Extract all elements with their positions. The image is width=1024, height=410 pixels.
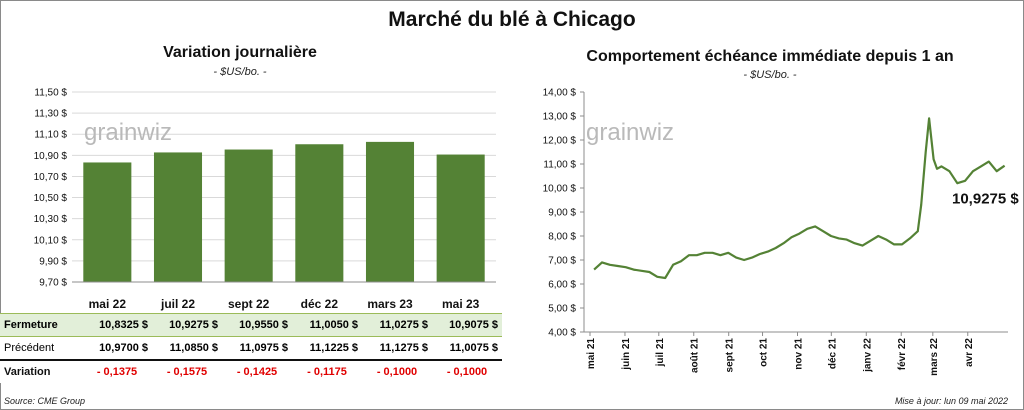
watermark-logo: grainwiz bbox=[84, 119, 172, 146]
y-tick-label: 10,00 $ bbox=[543, 184, 577, 195]
table-cell: 10,9275 $ bbox=[152, 313, 222, 337]
x-tick-label: déc 21 bbox=[827, 338, 838, 370]
y-tick-label: 10,50 $ bbox=[34, 193, 68, 204]
table-cell: 10,9700 $ bbox=[82, 336, 152, 360]
y-tick-label: 11,10 $ bbox=[34, 130, 67, 141]
table-cell: 10,9550 $ bbox=[222, 313, 292, 337]
y-tick-label: 10,10 $ bbox=[34, 235, 68, 246]
left-chart-title: Variation journalière bbox=[163, 44, 317, 61]
x-tick-label: sept 22 bbox=[228, 297, 270, 311]
bar bbox=[83, 162, 132, 282]
y-tick-label: 10,30 $ bbox=[34, 214, 68, 225]
y-tick-label: 10,90 $ bbox=[34, 151, 68, 162]
y-tick-label: 7,00 $ bbox=[548, 256, 576, 267]
table-cell: 10,9075 $ bbox=[432, 313, 502, 337]
left-chart-unit: - $US/bo. - bbox=[213, 66, 267, 78]
updated-note: Mise à jour: lun 09 mai 2022 bbox=[894, 396, 1008, 406]
x-tick-label: oct 21 bbox=[759, 338, 770, 367]
bar bbox=[224, 149, 273, 282]
table-cell: 11,0275 $ bbox=[362, 313, 432, 337]
y-tick-label: 5,00 $ bbox=[548, 304, 576, 315]
last-value-label: 10,9275 $ bbox=[952, 191, 1019, 208]
x-tick-label: mai 22 bbox=[89, 297, 127, 311]
y-tick-label: 10,70 $ bbox=[34, 172, 68, 183]
y-tick-label: 11,30 $ bbox=[34, 109, 67, 120]
table-cell: 11,0050 $ bbox=[292, 313, 362, 337]
y-tick-label: 9,00 $ bbox=[548, 208, 576, 219]
right-chart-title: Comportement échéance immédiate depuis 1… bbox=[586, 48, 954, 65]
table-cell: - 0,1175 bbox=[292, 359, 362, 383]
x-tick-label: nov 21 bbox=[793, 338, 804, 370]
watermark-logo: grainwiz bbox=[586, 119, 674, 146]
right-chart-unit: - $US/bo. - bbox=[743, 69, 797, 81]
table-cell: 10,8325 $ bbox=[82, 313, 152, 337]
row-label: Fermeture bbox=[0, 313, 82, 337]
table-cell: 11,0975 $ bbox=[222, 336, 292, 360]
y-tick-label: 11,00 $ bbox=[543, 160, 576, 171]
x-tick-label: févr 22 bbox=[897, 338, 908, 371]
table-cell: 11,0075 $ bbox=[432, 336, 502, 360]
bar bbox=[436, 154, 485, 282]
x-tick-label: août 21 bbox=[690, 338, 701, 373]
y-tick-label: 6,00 $ bbox=[548, 280, 576, 291]
y-tick-label: 13,00 $ bbox=[543, 112, 577, 123]
bar bbox=[153, 152, 203, 282]
main-title: Marché du blé à Chicago bbox=[388, 8, 636, 31]
y-tick-label: 12,00 $ bbox=[543, 136, 577, 147]
source-note: Source: CME Group bbox=[4, 396, 86, 406]
bar bbox=[295, 144, 344, 282]
table-row-close: Fermeture 10,8325 $10,9275 $10,9550 $11,0… bbox=[0, 313, 502, 337]
y-tick-label: 9,70 $ bbox=[39, 278, 67, 289]
table-cell: 11,1275 $ bbox=[362, 336, 432, 360]
table-cell: 11,0850 $ bbox=[152, 336, 222, 360]
y-tick-label: 14,00 $ bbox=[543, 88, 577, 99]
table-cell: - 0,1375 bbox=[82, 359, 152, 383]
line-chart: 4,00 $ 5,00 $ 6,00 $ 7,00 $ 8,00 $ 9,00 $ 10,0… bbox=[543, 88, 1020, 376]
x-tick-label: mai 23 bbox=[442, 297, 480, 311]
bar bbox=[365, 141, 415, 282]
x-tick-label: juin 21 bbox=[621, 338, 632, 371]
table-cell: 11,1225 $ bbox=[292, 336, 362, 360]
table-cell: - 0,1425 bbox=[222, 359, 292, 383]
table-cell: - 0,1000 bbox=[432, 359, 502, 383]
contract-table: Fermeture 10,8325 $10,9275 $10,9550 $11,0… bbox=[0, 313, 502, 383]
table-cell: - 0,1575 bbox=[152, 359, 222, 383]
row-label: Précédent bbox=[0, 336, 82, 360]
row-label: Variation bbox=[0, 359, 82, 383]
x-tick-label: avr 22 bbox=[964, 338, 975, 367]
price-line bbox=[593, 117, 1006, 280]
bar-chart: 9,70 $ 9,90 $ 10,10 $ 10,30 $ 10,50 $ 10,70 $… bbox=[34, 88, 496, 311]
x-tick-label: juil 21 bbox=[655, 338, 666, 368]
table-row-change: Variation - 0,1375- 0,1575- 0,1425- 0,117… bbox=[0, 359, 502, 383]
x-tick-label: mai 21 bbox=[586, 338, 597, 370]
y-tick-label: 9,90 $ bbox=[39, 256, 67, 267]
y-tick-label: 8,00 $ bbox=[548, 232, 576, 243]
x-tick-label: mars 22 bbox=[929, 338, 940, 376]
table-row-previous: Précédent 10,9700 $11,0850 $11,0975 $11,1… bbox=[0, 336, 502, 360]
x-tick-label: sept 21 bbox=[725, 338, 736, 373]
x-tick-label: juil 22 bbox=[160, 297, 195, 311]
x-tick-label: mars 23 bbox=[367, 297, 413, 311]
x-tick-label: déc 22 bbox=[301, 297, 339, 311]
y-tick-label: 11,50 $ bbox=[34, 88, 67, 99]
y-tick-label: 4,00 $ bbox=[548, 328, 576, 339]
table-cell: - 0,1000 bbox=[362, 359, 432, 383]
x-tick-label: janv 22 bbox=[862, 338, 873, 373]
